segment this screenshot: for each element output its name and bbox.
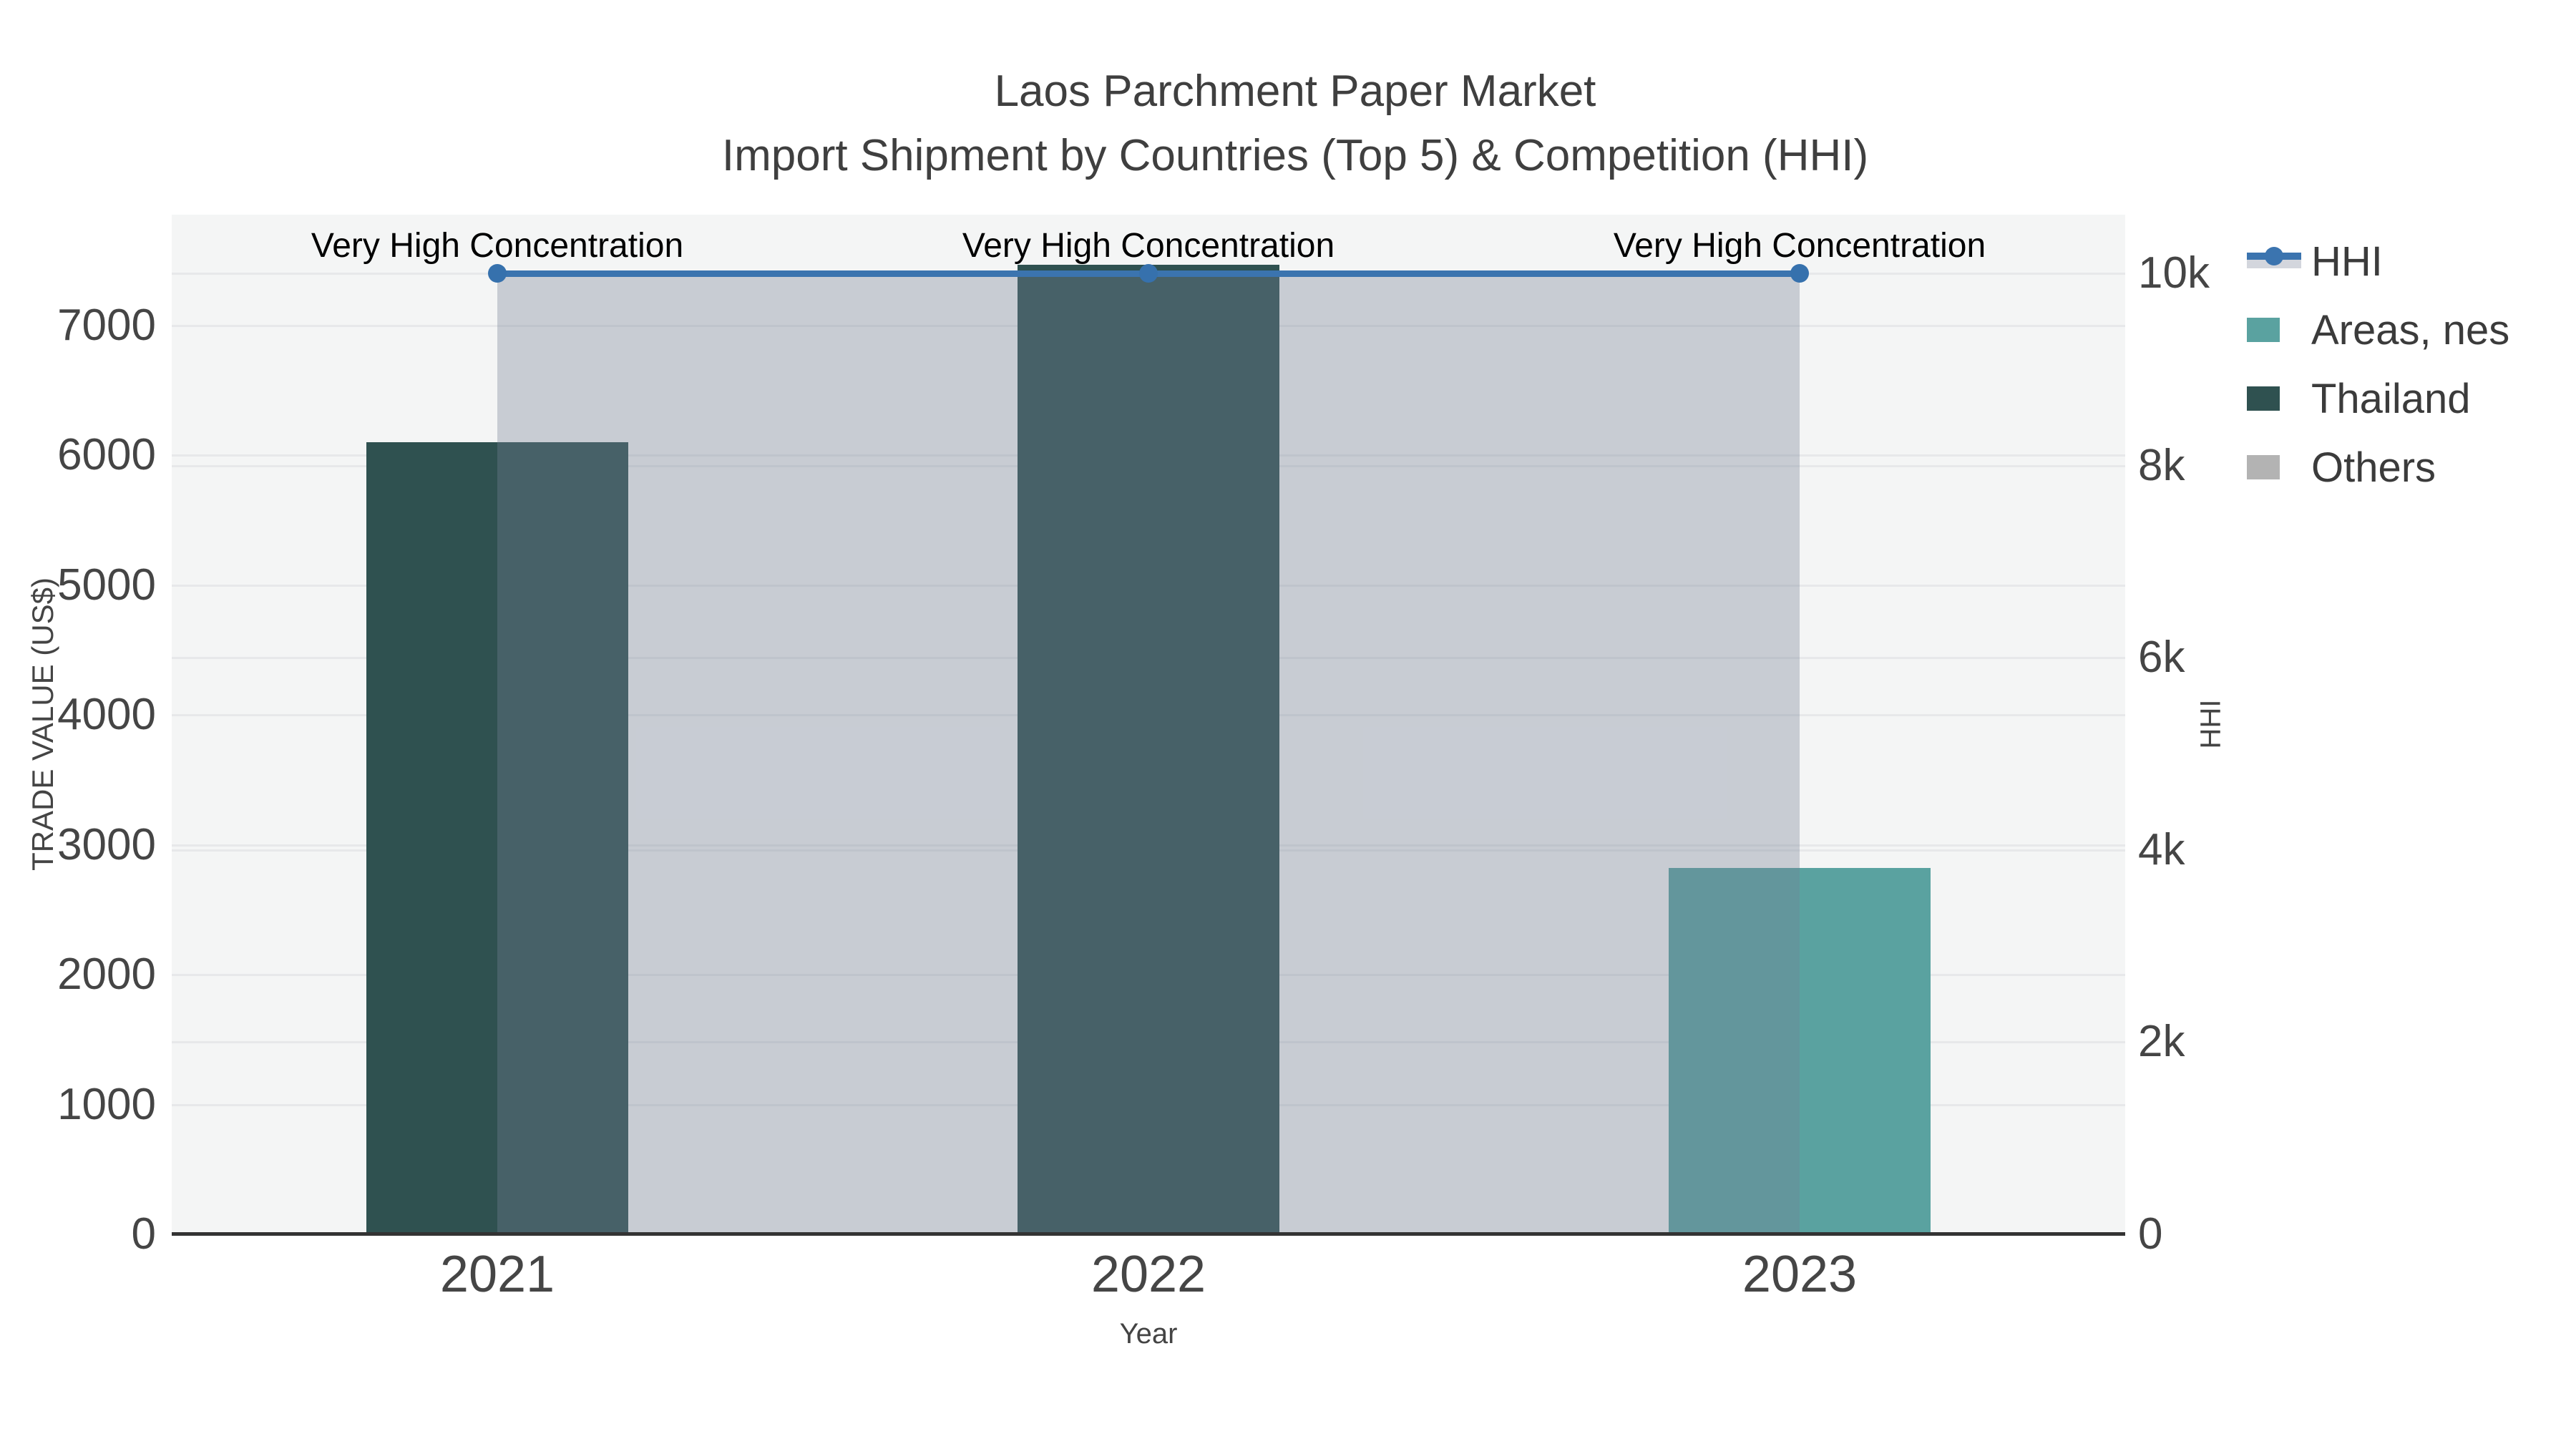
hhi-point-2022[interactable] [1139, 264, 1158, 283]
legend-label: Thailand [2311, 375, 2471, 422]
left-axis-title: TRADE VALUE (US$) [26, 577, 59, 871]
hhi-area[interactable] [497, 273, 1800, 1234]
right-axis-tick: 10k [2138, 248, 2210, 298]
bar-areas-nes-2023[interactable] [1669, 868, 1931, 1234]
areas-nes-swatch-icon [2247, 308, 2301, 351]
legend-item-hhi[interactable]: HHI [2247, 238, 2383, 285]
left-axis-tick: 4000 [57, 690, 156, 740]
hhi-line-icon [2247, 240, 2301, 283]
left-axis-tick: 3000 [57, 819, 156, 869]
bar-thailand-2022[interactable] [1018, 264, 1279, 1234]
left-axis-tick: 5000 [57, 560, 156, 610]
right-axis-tick: 0 [2138, 1209, 2163, 1259]
right-axis-tick: 4k [2138, 824, 2185, 874]
chart-title: Laos Parchment Paper Market Import Shipm… [0, 59, 2576, 188]
legend-item-others[interactable]: Others [2247, 444, 2436, 491]
hhi-point-2021[interactable] [488, 264, 507, 283]
x-axis-title: Year [1119, 1318, 1178, 1350]
x-axis-tick-2021: 2021 [439, 1246, 555, 1303]
annotation-2021: Very High Concentration [311, 227, 684, 265]
chart-title-line2: Import Shipment by Countries (Top 5) & C… [721, 131, 1869, 180]
right-axis-title: HHI [2195, 699, 2227, 749]
annotation-2022: Very High Concentration [962, 227, 1335, 265]
left-axis-tick: 2000 [57, 950, 156, 1000]
right-axis-tick: 2k [2138, 1017, 2185, 1067]
right-axis-tick: 6k [2138, 633, 2185, 683]
legend-label: HHI [2311, 238, 2383, 285]
left-axis-tick: 6000 [57, 430, 156, 480]
legend-label: Areas, nes [2311, 306, 2510, 353]
thailand-swatch-icon [2247, 377, 2301, 420]
bar-thailand-2021[interactable] [366, 442, 628, 1234]
others-swatch-icon [2247, 446, 2301, 489]
left-axis-tick: 0 [131, 1209, 156, 1259]
plot-area: Very High Concentration Very High Concent… [172, 215, 2125, 1236]
left-axis-tick: 1000 [57, 1079, 156, 1129]
x-axis-tick-2023: 2023 [1742, 1246, 1858, 1303]
legend-item-thailand[interactable]: Thailand [2247, 375, 2471, 422]
x-axis-tick-2022: 2022 [1091, 1246, 1206, 1303]
legend-item-areas-nes[interactable]: Areas, nes [2247, 306, 2510, 353]
chart-title-line1: Laos Parchment Paper Market [994, 67, 1596, 116]
legend-label: Others [2311, 444, 2436, 491]
annotation-2023: Very High Concentration [1613, 227, 1986, 265]
hhi-point-2023[interactable] [1790, 264, 1809, 283]
x-axis-line [172, 1232, 2125, 1236]
right-axis-tick: 8k [2138, 440, 2185, 490]
left-axis-tick: 7000 [57, 301, 156, 350]
